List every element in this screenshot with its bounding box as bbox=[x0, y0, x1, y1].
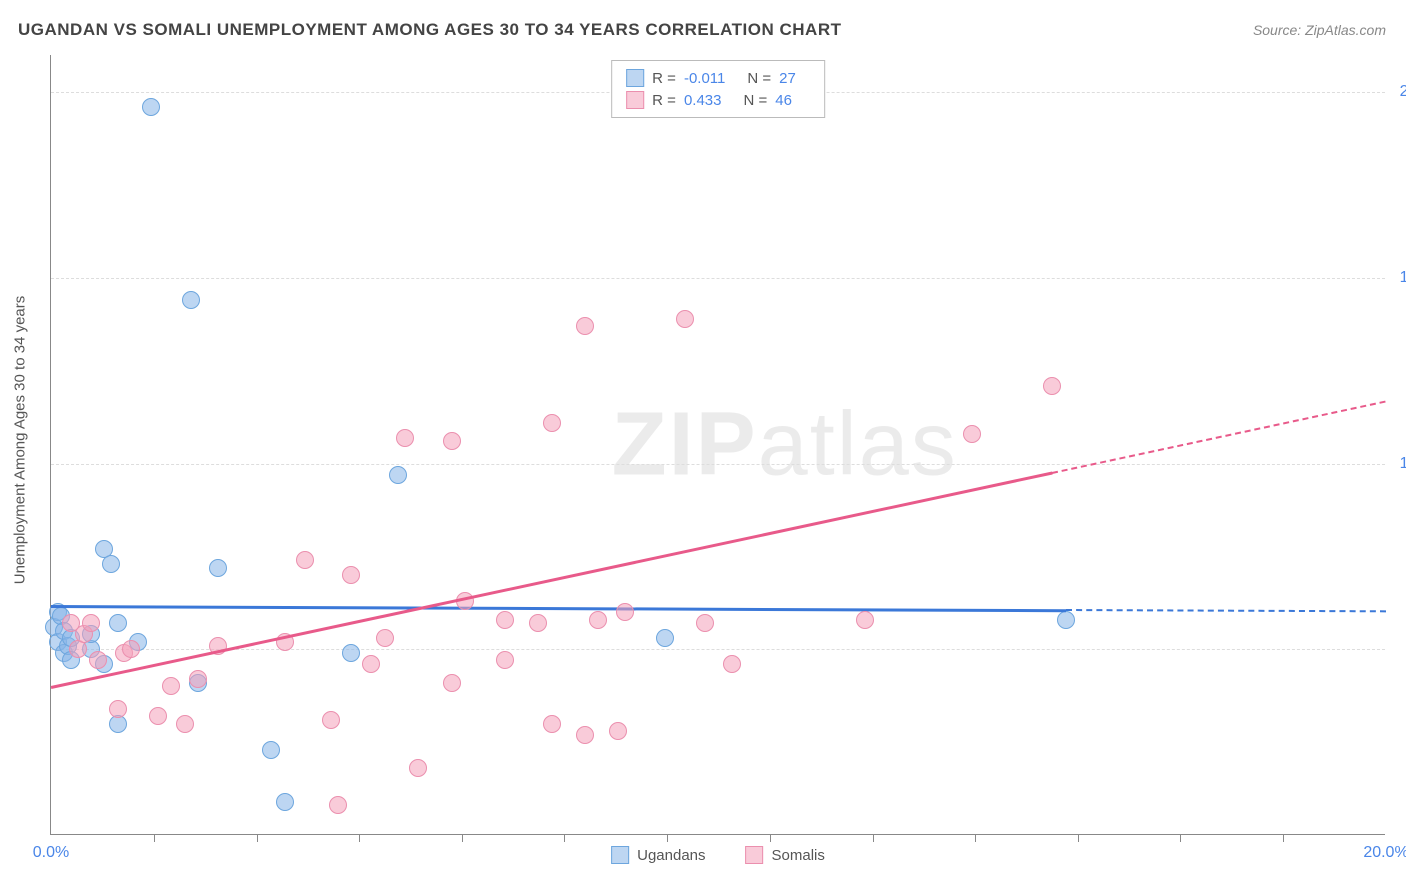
data-point bbox=[963, 425, 981, 443]
gridline bbox=[51, 278, 1385, 279]
legend-item: Ugandans bbox=[611, 846, 705, 864]
x-minor-tick bbox=[667, 834, 668, 842]
legend-item: Somalis bbox=[746, 846, 825, 864]
y-axis-label: Unemployment Among Ages 30 to 34 years bbox=[12, 296, 29, 585]
data-point bbox=[529, 614, 547, 632]
x-minor-tick bbox=[462, 834, 463, 842]
data-point bbox=[182, 291, 200, 309]
data-point bbox=[543, 715, 561, 733]
chart-container: UGANDAN VS SOMALI UNEMPLOYMENT AMONG AGE… bbox=[0, 0, 1406, 892]
data-point bbox=[329, 796, 347, 814]
data-point bbox=[656, 629, 674, 647]
data-point bbox=[82, 614, 100, 632]
data-point bbox=[589, 611, 607, 629]
gridline bbox=[51, 649, 1385, 650]
y-tick-label: 20.0% bbox=[1390, 83, 1406, 101]
y-tick-label: 5.0% bbox=[1390, 640, 1406, 658]
x-minor-tick bbox=[1180, 834, 1181, 842]
data-point bbox=[342, 566, 360, 584]
gridline bbox=[51, 464, 1385, 465]
data-point bbox=[142, 98, 160, 116]
r-value: -0.011 bbox=[684, 70, 725, 87]
data-point bbox=[696, 614, 714, 632]
legend-row: R = 0.433 N = 46 bbox=[626, 89, 810, 111]
n-value: 46 bbox=[775, 92, 792, 109]
data-point bbox=[109, 700, 127, 718]
data-point bbox=[162, 677, 180, 695]
data-point bbox=[396, 429, 414, 447]
legend-label: Somalis bbox=[772, 847, 825, 864]
data-point bbox=[443, 674, 461, 692]
r-label: R = bbox=[652, 92, 676, 109]
legend-swatch bbox=[746, 846, 764, 864]
series-legend: Ugandans Somalis bbox=[611, 846, 825, 864]
x-minor-tick bbox=[564, 834, 565, 842]
x-minor-tick bbox=[975, 834, 976, 842]
data-point bbox=[122, 640, 140, 658]
data-point bbox=[296, 551, 314, 569]
regression-line bbox=[51, 605, 1066, 612]
data-point bbox=[189, 670, 207, 688]
data-point bbox=[1043, 377, 1061, 395]
y-tick-label: 10.0% bbox=[1390, 455, 1406, 473]
x-minor-tick bbox=[359, 834, 360, 842]
data-point bbox=[496, 651, 514, 669]
n-label: N = bbox=[747, 70, 771, 87]
x-minor-tick bbox=[154, 834, 155, 842]
data-point bbox=[616, 603, 634, 621]
data-point bbox=[389, 466, 407, 484]
data-point bbox=[322, 711, 340, 729]
x-minor-tick bbox=[770, 834, 771, 842]
data-point bbox=[149, 707, 167, 725]
data-point bbox=[209, 559, 227, 577]
r-label: R = bbox=[652, 70, 676, 87]
legend-row: R = -0.011 N = 27 bbox=[626, 67, 810, 89]
data-point bbox=[1057, 611, 1075, 629]
data-point bbox=[409, 759, 427, 777]
x-tick-label: 20.0% bbox=[1363, 844, 1406, 862]
x-tick-label: 0.0% bbox=[33, 844, 69, 862]
data-point bbox=[609, 722, 627, 740]
data-point bbox=[109, 614, 127, 632]
x-minor-tick bbox=[873, 834, 874, 842]
data-point bbox=[496, 611, 514, 629]
x-minor-tick bbox=[257, 834, 258, 842]
data-point bbox=[576, 317, 594, 335]
data-point bbox=[342, 644, 360, 662]
x-minor-tick bbox=[1078, 834, 1079, 842]
data-point bbox=[89, 651, 107, 669]
data-point bbox=[576, 726, 594, 744]
plot-area: ZIPatlas 5.0%10.0%15.0%20.0%0.0%20.0%R =… bbox=[50, 55, 1385, 835]
data-point bbox=[676, 310, 694, 328]
y-tick-label: 15.0% bbox=[1390, 269, 1406, 287]
data-point bbox=[376, 629, 394, 647]
watermark: ZIPatlas bbox=[612, 393, 958, 496]
data-point bbox=[362, 655, 380, 673]
legend-swatch bbox=[611, 846, 629, 864]
regression-line bbox=[1066, 609, 1386, 612]
data-point bbox=[276, 793, 294, 811]
chart-title: UGANDAN VS SOMALI UNEMPLOYMENT AMONG AGE… bbox=[18, 20, 841, 40]
regression-line bbox=[51, 472, 1053, 689]
n-label: N = bbox=[743, 92, 767, 109]
r-value: 0.433 bbox=[684, 92, 722, 109]
stats-legend: R =-0.011N =27R =0.433N =46 bbox=[611, 60, 825, 118]
legend-swatch bbox=[626, 69, 644, 87]
source-label: Source: ZipAtlas.com bbox=[1253, 22, 1386, 38]
legend-swatch bbox=[626, 91, 644, 109]
legend-label: Ugandans bbox=[637, 847, 705, 864]
data-point bbox=[262, 741, 280, 759]
data-point bbox=[176, 715, 194, 733]
x-minor-tick bbox=[1283, 834, 1284, 842]
n-value: 27 bbox=[779, 70, 796, 87]
data-point bbox=[723, 655, 741, 673]
data-point bbox=[102, 555, 120, 573]
data-point bbox=[856, 611, 874, 629]
data-point bbox=[543, 414, 561, 432]
data-point bbox=[443, 432, 461, 450]
